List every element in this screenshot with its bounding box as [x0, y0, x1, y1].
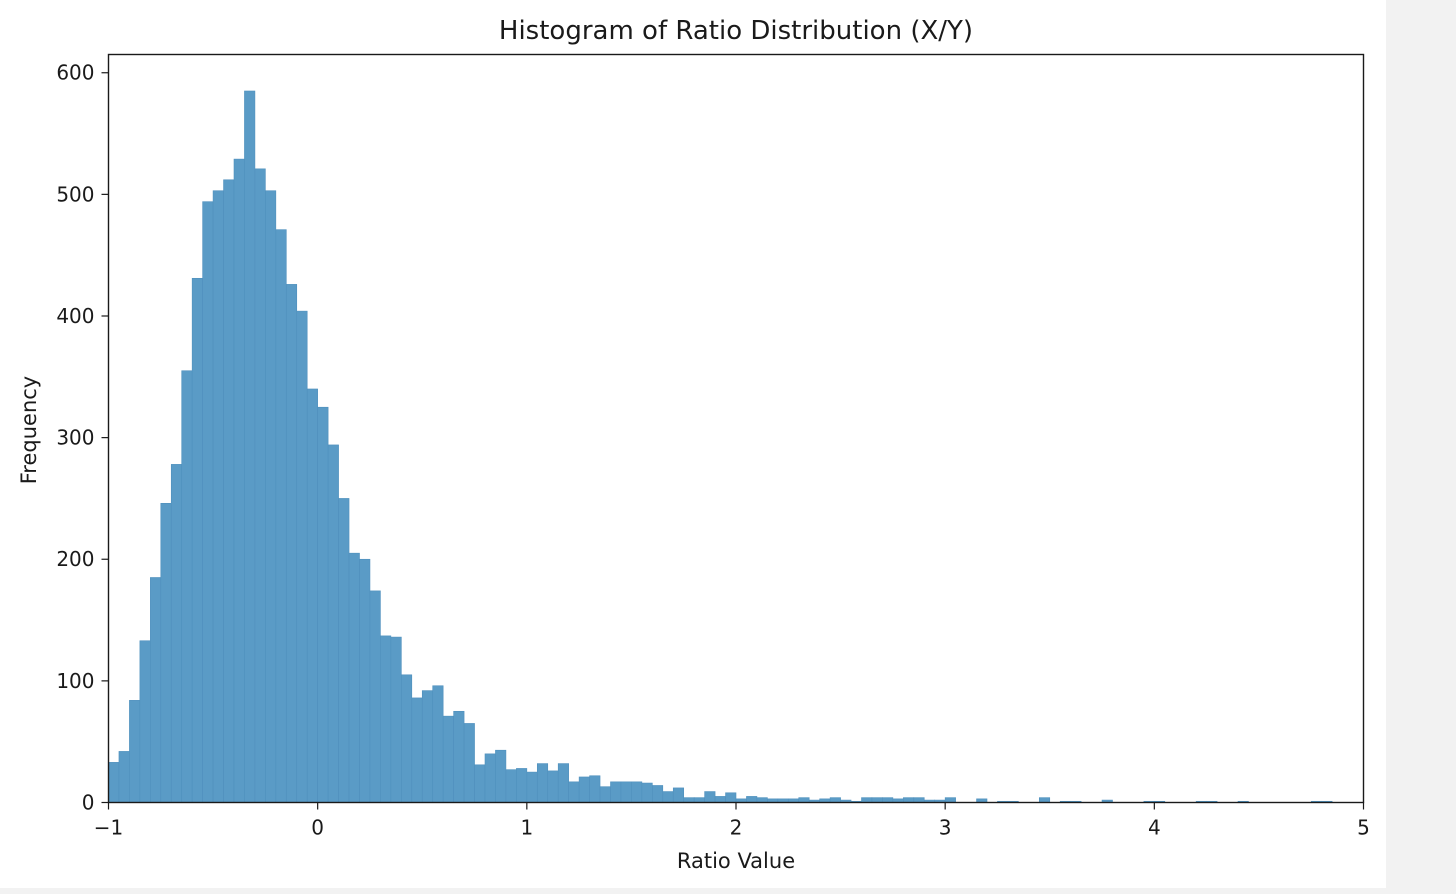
histogram-bar: [610, 781, 622, 803]
histogram-bar: [578, 776, 590, 803]
histogram-bar: [108, 762, 120, 803]
histogram-bar: [421, 690, 434, 803]
histogram-bar: [181, 370, 193, 803]
histogram-bar: [432, 685, 444, 803]
y-tick-label: 200: [56, 547, 94, 571]
histogram-bar: [401, 674, 413, 803]
x-tick-label: 0: [311, 816, 324, 840]
y-tick-label: 300: [56, 426, 94, 450]
histogram-bar: [254, 168, 266, 803]
histogram-bar: [160, 502, 172, 803]
histogram-bar: [317, 406, 329, 803]
y-tick-label: 500: [56, 182, 94, 206]
histogram-bar: [662, 791, 674, 803]
y-tick-label: 100: [56, 669, 94, 693]
histogram-bar: [526, 771, 538, 803]
x-tick-label: 4: [1148, 816, 1161, 840]
histogram-bar: [829, 797, 841, 803]
histogram-bar: [327, 444, 339, 803]
histogram-bar: [202, 201, 214, 803]
histogram-bar: [882, 797, 894, 803]
histogram-bar: [359, 558, 371, 803]
x-tick-label: −1: [94, 816, 123, 840]
histogram-bar: [568, 781, 580, 803]
histogram-bar: [118, 751, 130, 803]
histogram-chart: Histogram of Ratio Distribution (X/Y) Ra…: [17, 16, 1370, 873]
x-tick-label: 5: [1357, 816, 1370, 840]
histogram-bar: [704, 791, 716, 803]
y-axis-ticks: 0 100 200 300 400 500 600: [56, 61, 109, 815]
figure: Histogram of Ratio Distribution (X/Y) Ra…: [0, 0, 1386, 888]
histogram-bar: [1038, 797, 1051, 803]
histogram-bar: [338, 498, 350, 803]
histogram-bar: [599, 786, 611, 803]
histogram-bar: [348, 552, 360, 803]
histogram-bar: [798, 797, 810, 803]
histogram-bar: [453, 710, 465, 803]
histogram-bar: [714, 796, 726, 803]
histogram-bar: [129, 700, 141, 803]
x-axis-ticks: −1 0 1 2 3 4 5: [94, 802, 1370, 840]
histogram-bar: [903, 797, 915, 803]
x-tick-label: 2: [730, 816, 743, 840]
histogram-bar: [871, 797, 883, 803]
histogram-bar: [139, 640, 151, 803]
x-tick-label: 3: [939, 816, 952, 840]
histogram-bar: [631, 781, 643, 803]
histogram-bar: [693, 797, 705, 803]
histogram-bar: [683, 797, 695, 803]
x-tick-label: 1: [520, 816, 533, 840]
histogram-bar: [296, 310, 308, 803]
histogram-bar: [746, 796, 758, 803]
histogram-bar: [369, 590, 381, 803]
histogram-bar: [536, 763, 549, 803]
histogram-bar: [495, 749, 507, 803]
histogram-bar: [861, 797, 873, 803]
chart-title: Histogram of Ratio Distribution (X/Y): [499, 16, 973, 46]
histogram-bar: [484, 753, 496, 803]
histogram-bar: [725, 792, 737, 803]
histogram-bar: [191, 277, 203, 803]
histogram-bar: [442, 715, 454, 803]
histogram-bar: [390, 636, 402, 803]
histogram-bar: [913, 797, 925, 803]
histogram-bar: [150, 577, 162, 803]
histogram-bar: [557, 763, 569, 803]
histogram-bar: [306, 388, 318, 803]
histogram-bar: [641, 782, 653, 803]
histogram-bar: [516, 768, 528, 803]
histogram-bar: [275, 229, 287, 803]
y-tick-label: 0: [82, 791, 95, 815]
histogram-bar: [505, 769, 517, 803]
histogram-bar: [463, 723, 475, 803]
y-tick-label: 400: [56, 304, 94, 328]
histogram-bar: [380, 635, 392, 803]
histogram-bar: [547, 770, 559, 803]
bars-group: [108, 90, 1333, 803]
histogram-bar: [170, 464, 183, 803]
histogram-bar: [411, 697, 423, 803]
y-tick-label: 600: [56, 61, 94, 85]
histogram-bar: [223, 179, 235, 803]
histogram-bar: [620, 781, 632, 803]
y-axis-label: Frequency: [17, 376, 41, 485]
histogram-bar: [589, 775, 601, 803]
histogram-bar: [474, 764, 486, 803]
histogram-bar: [652, 785, 664, 803]
histogram-bar: [756, 797, 768, 803]
x-axis-label: Ratio Value: [677, 849, 795, 873]
histogram-bar: [265, 190, 277, 803]
histogram-bar: [285, 284, 298, 803]
histogram-bar: [944, 797, 956, 803]
histogram-bar: [212, 190, 224, 803]
histogram-bar: [244, 90, 256, 803]
histogram-bar: [233, 158, 245, 803]
histogram-bar: [672, 787, 685, 803]
plot-frame: [107, 53, 1365, 804]
